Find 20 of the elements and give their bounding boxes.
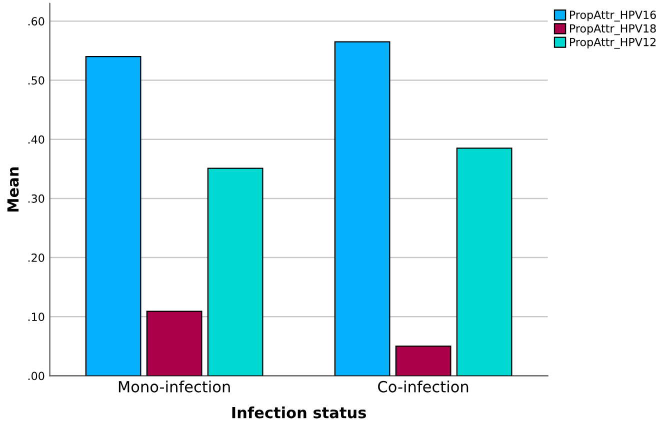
bar xyxy=(207,168,264,376)
x-tick-label: Co-infection xyxy=(378,380,468,392)
y-tick-label: .30 xyxy=(28,194,44,203)
bar xyxy=(334,41,390,376)
y-tick-label: .50 xyxy=(28,76,44,85)
y-tick-label: .40 xyxy=(28,135,44,144)
y-axis-title: Mean xyxy=(7,167,19,212)
y-tick-label: .20 xyxy=(28,254,44,262)
bar xyxy=(146,310,202,376)
bar xyxy=(456,148,512,376)
legend-label: PropAttr_HPV16 xyxy=(570,10,656,22)
y-tick-label: .10 xyxy=(28,312,44,322)
bar xyxy=(85,56,142,376)
y-tick-label: .60 xyxy=(28,17,44,26)
legend-label: PropAttr_HPV12 xyxy=(570,38,656,49)
bar xyxy=(395,346,452,376)
legend-label: PropAttr_HPV18 xyxy=(570,24,656,36)
x-tick-label: Mono-infection xyxy=(118,380,230,392)
x-axis-title: Infection status xyxy=(232,406,366,418)
y-tick-label: .00 xyxy=(28,372,44,380)
